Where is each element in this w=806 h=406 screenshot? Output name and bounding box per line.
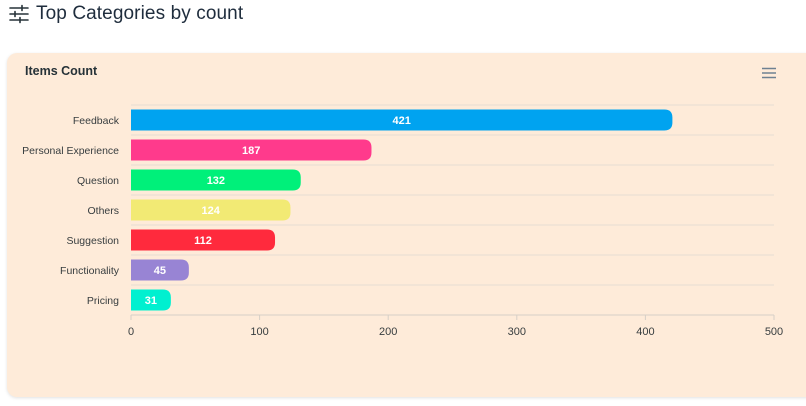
bar-suggestion bbox=[131, 229, 276, 251]
bar-personal-experience bbox=[131, 139, 372, 161]
x-tick-label: 100 bbox=[250, 326, 268, 338]
data-label: 112 bbox=[194, 235, 212, 247]
category-label: Personal Experience bbox=[22, 145, 119, 157]
category-label: Suggestion bbox=[66, 235, 119, 247]
hamburger-menu-icon[interactable] bbox=[760, 66, 778, 80]
chart-title: Items Count bbox=[25, 64, 98, 78]
sliders-icon bbox=[8, 3, 30, 25]
bar-chart: 0 100 200 300 400 500 Feedback 421 Personal Expe… bbox=[22, 104, 783, 338]
data-label: 132 bbox=[207, 175, 225, 187]
x-tick-label: 300 bbox=[508, 326, 526, 338]
x-tick-label: 500 bbox=[765, 326, 783, 338]
data-label: 124 bbox=[202, 205, 221, 217]
bar-others bbox=[131, 199, 291, 221]
data-label: 31 bbox=[145, 295, 157, 307]
category-label: Pricing bbox=[87, 295, 119, 307]
bar-pricing bbox=[131, 289, 171, 311]
category-label: Question bbox=[77, 175, 119, 187]
x-tick-label: 200 bbox=[379, 326, 397, 338]
x-tick-label: 400 bbox=[636, 326, 654, 338]
bar-functionality bbox=[131, 259, 189, 281]
page-header: Top Categories by count bbox=[8, 0, 243, 28]
page-title: Top Categories by count bbox=[36, 3, 244, 24]
category-label: Feedback bbox=[73, 115, 120, 127]
bar-feedback bbox=[131, 109, 673, 131]
x-tick-label: 0 bbox=[128, 326, 134, 338]
category-label: Functionality bbox=[60, 265, 120, 277]
bar-question bbox=[131, 169, 301, 191]
category-label: Others bbox=[87, 205, 119, 217]
data-label: 187 bbox=[242, 145, 260, 157]
data-label: 45 bbox=[154, 265, 166, 277]
data-label: 421 bbox=[393, 115, 411, 127]
chart-card: Items Count 0 100 200 300 400 500 Feedback 421 P… bbox=[7, 53, 806, 397]
